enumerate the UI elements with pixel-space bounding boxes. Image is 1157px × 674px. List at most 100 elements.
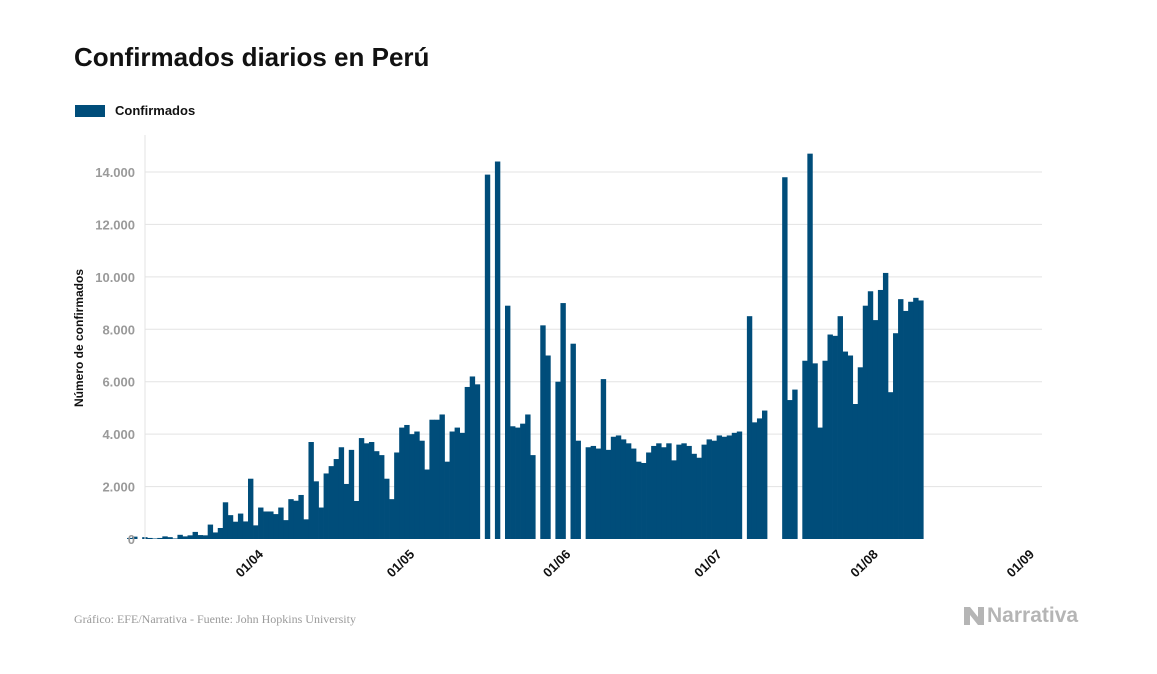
brand: Narrativa (964, 604, 1078, 628)
bar (308, 442, 314, 539)
bar (363, 443, 370, 539)
bar (157, 537, 163, 539)
bar (222, 502, 229, 539)
bar (762, 410, 768, 539)
bar (273, 514, 279, 539)
bar (827, 334, 833, 539)
bar (842, 351, 849, 539)
bar (822, 360, 828, 539)
bar (217, 527, 224, 539)
bar (207, 524, 214, 539)
bar (615, 435, 622, 539)
x-tick-label: 01/09 (1004, 547, 1038, 581)
bar (625, 443, 632, 539)
bar (862, 305, 869, 539)
bar (343, 483, 350, 539)
bar (882, 272, 889, 539)
bar (510, 426, 516, 539)
bar (630, 448, 637, 539)
bar (782, 177, 788, 540)
bar (756, 418, 763, 539)
bar (525, 414, 531, 539)
bar (701, 444, 707, 539)
bar (177, 534, 183, 539)
bar (696, 457, 702, 539)
bar (333, 459, 340, 539)
bar (253, 525, 259, 539)
bar (318, 507, 324, 539)
bar (469, 376, 476, 539)
bar (877, 289, 884, 539)
bar (449, 431, 455, 539)
bar (459, 432, 466, 539)
bar (384, 478, 390, 539)
bar (434, 419, 440, 540)
y-axis-label: Número de confirmados (72, 269, 86, 407)
bar (575, 440, 581, 539)
bar (893, 333, 899, 539)
bar (681, 443, 687, 539)
bar (474, 384, 481, 539)
bar (454, 427, 460, 539)
bar (242, 521, 249, 539)
bar (676, 444, 682, 539)
bar (248, 478, 254, 539)
bar (399, 427, 405, 539)
bar (323, 473, 329, 539)
bar (711, 440, 717, 539)
bar (424, 469, 430, 539)
bar (560, 303, 566, 539)
bar (913, 297, 919, 539)
x-tick-label: 01/05 (384, 547, 418, 581)
bar (751, 422, 758, 539)
bar (494, 161, 501, 539)
bar (379, 455, 385, 539)
bar (585, 447, 592, 539)
bar (515, 427, 521, 539)
bar (298, 494, 304, 539)
bar (656, 443, 662, 539)
bar (636, 461, 642, 539)
bar (182, 536, 188, 539)
y-tick-label: 4.000 (102, 427, 135, 442)
bar (232, 521, 239, 539)
bar (152, 538, 158, 539)
bar (555, 381, 561, 539)
bar (444, 461, 450, 539)
x-tick-label: 01/04 (233, 546, 267, 580)
legend: Confirmados (75, 103, 195, 118)
y-tick-label: 0 (128, 532, 135, 547)
bar (726, 435, 733, 539)
bar (691, 453, 697, 539)
bar (192, 531, 198, 539)
bar (484, 174, 491, 539)
bars (127, 153, 924, 540)
bar (812, 363, 818, 539)
bar (197, 535, 203, 539)
bar (268, 511, 274, 539)
x-tick-label: 01/06 (540, 547, 574, 581)
y-tick-label: 8.000 (102, 322, 135, 337)
y-tick-label: 10.000 (95, 270, 135, 285)
bar (847, 355, 854, 539)
bar (202, 535, 209, 539)
bar (313, 481, 319, 539)
bar (671, 460, 677, 539)
bar (620, 439, 627, 539)
bar (429, 419, 435, 540)
bar (666, 443, 672, 539)
bar (686, 445, 692, 539)
bar (746, 316, 753, 539)
bar (736, 431, 743, 539)
bar (258, 507, 264, 539)
bar (595, 448, 602, 539)
chart-title: Confirmados diarios en Perú (74, 42, 430, 72)
bar (867, 291, 874, 539)
bar (414, 431, 420, 539)
bar (872, 320, 879, 539)
bar (832, 335, 838, 539)
legend-label: Confirmados (115, 103, 196, 118)
bar (641, 462, 647, 539)
x-tick-label: 01/07 (691, 547, 725, 581)
